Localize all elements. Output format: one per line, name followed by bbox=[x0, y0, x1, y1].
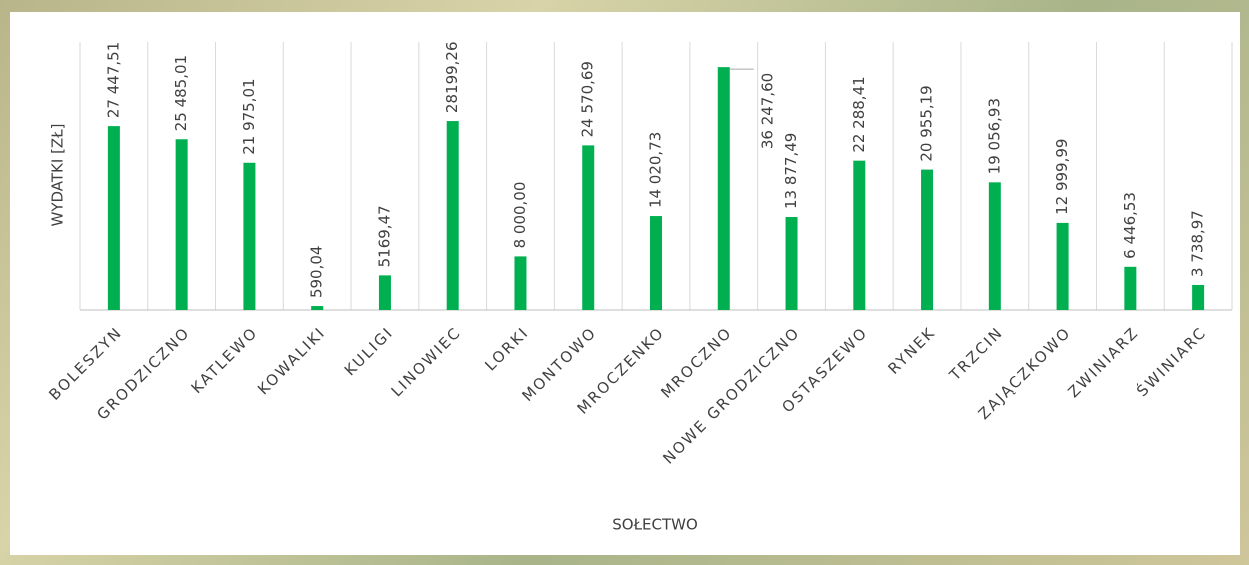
bar bbox=[311, 306, 324, 310]
bar bbox=[1192, 284, 1205, 310]
value-label: 36 247,60 bbox=[758, 73, 776, 149]
value-label: 14 020,73 bbox=[647, 132, 665, 208]
bar bbox=[243, 162, 256, 310]
value-label: 24 570,69 bbox=[579, 61, 597, 137]
bar bbox=[650, 216, 662, 310]
bar bbox=[1056, 222, 1069, 310]
bar bbox=[107, 126, 120, 310]
bar bbox=[717, 67, 730, 310]
chart-panel bbox=[10, 12, 1240, 555]
value-label: 22 288,41 bbox=[850, 76, 868, 152]
value-label: 27 447,51 bbox=[104, 42, 122, 118]
value-label: 6 446,53 bbox=[1121, 192, 1139, 259]
value-label: 28199,26 bbox=[443, 41, 461, 113]
bar bbox=[378, 275, 391, 310]
bar bbox=[785, 217, 798, 310]
value-label: 20 955,19 bbox=[918, 85, 936, 161]
value-label: 590,04 bbox=[308, 246, 326, 299]
value-label: 12 999,99 bbox=[1053, 139, 1071, 215]
bar bbox=[921, 169, 934, 310]
value-label: 21 975,01 bbox=[240, 78, 258, 154]
bar bbox=[853, 160, 866, 310]
value-label: 25 485,01 bbox=[172, 55, 190, 131]
value-label: 5169,47 bbox=[375, 205, 393, 267]
value-label: 8 000,00 bbox=[511, 182, 529, 249]
bar bbox=[1124, 266, 1137, 310]
bar bbox=[988, 182, 1001, 310]
x-axis-title: SOŁECTWO bbox=[612, 516, 698, 534]
bar bbox=[175, 139, 188, 310]
bar bbox=[582, 145, 595, 310]
value-label: 13 877,49 bbox=[782, 133, 800, 209]
value-label: 19 056,93 bbox=[985, 98, 1003, 174]
bar bbox=[514, 256, 527, 310]
value-label: 3 738,97 bbox=[1189, 210, 1207, 277]
bar bbox=[446, 121, 459, 310]
y-axis-title: WYDATKI [ZŁ] bbox=[49, 124, 67, 227]
